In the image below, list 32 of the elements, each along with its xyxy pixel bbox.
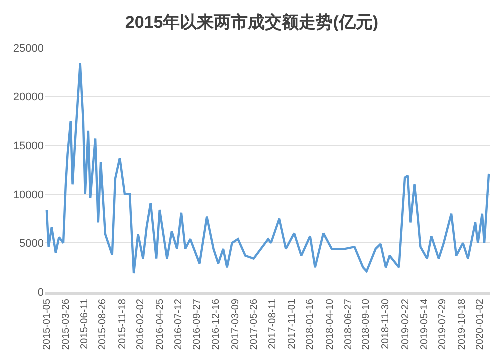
y-tick-label: 0	[38, 286, 44, 299]
x-tick-label: 2018-01-16	[304, 298, 316, 350]
x-tick-label: 2019-05-14	[420, 298, 431, 350]
x-tick-label: 2015-01-05	[42, 298, 54, 350]
x-tick-label: 2018-04-10	[324, 298, 336, 350]
y-tick-label: 5000	[20, 238, 44, 250]
x-tick-label: 2016-04-25	[155, 298, 166, 350]
x-tick-label: 2017-11-01	[286, 298, 298, 350]
x-tick-label: 2019-02-22	[400, 298, 412, 350]
chart-title: 2015年以来两市成交额走势(亿元)	[125, 13, 379, 32]
x-tick-label: 2016-02-02	[135, 298, 146, 350]
y-tick-label: 20000	[13, 92, 44, 104]
x-tick-label: 2017-08-11	[267, 298, 278, 350]
x-tick-label: 2019-10-18	[456, 298, 468, 350]
x-tick-label: 2015-03-26	[61, 298, 72, 350]
x-tick-label: 2016-12-16	[210, 298, 222, 350]
x-tick-label: 2015-06-11	[79, 298, 90, 350]
x-tick-label: 2016-07-12	[174, 298, 185, 350]
x-tick-label: 2019-07-29	[438, 298, 449, 350]
y-tick-label: 25000	[13, 42, 44, 55]
x-tick-label: 2018-09-10	[361, 298, 372, 350]
x-tick-label: 2017-05-26	[249, 298, 260, 350]
x-tick-label: 2015-08-26	[97, 298, 108, 350]
x-tick-label: 2016-09-27	[192, 298, 203, 350]
y-tick-label: 15000	[13, 140, 44, 152]
y-tick-label: 10000	[13, 189, 44, 202]
x-tick-label: 2015-11-18	[117, 298, 128, 350]
x-tick-label: 2018-06-27	[343, 298, 354, 350]
x-tick-label: 2020-01-02	[474, 298, 486, 350]
x-tick-label: 2017-03-09	[230, 298, 242, 350]
line-series	[46, 62, 490, 275]
x-tick-label: 2018-11-30	[380, 298, 392, 350]
